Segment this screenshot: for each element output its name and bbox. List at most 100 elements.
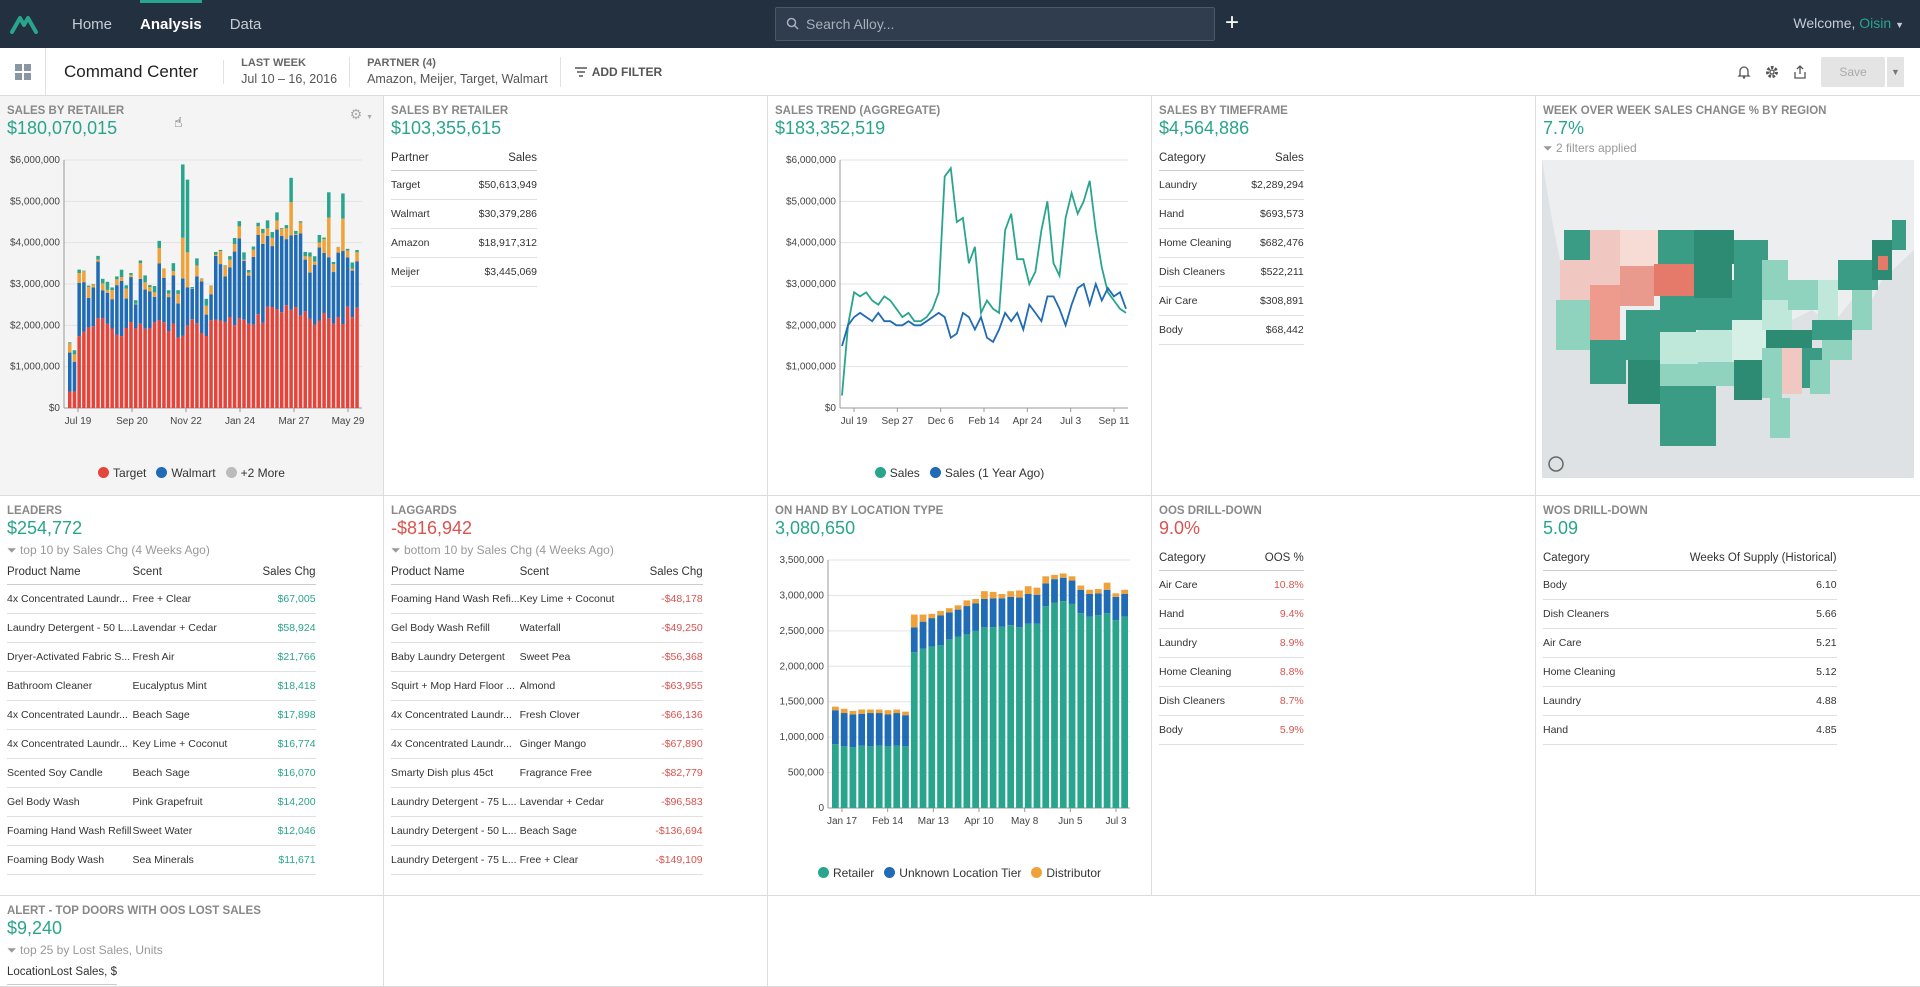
column-header[interactable]: Location — [7, 960, 51, 985]
nav-analysis[interactable]: Analysis — [140, 0, 202, 48]
table-row[interactable]: Squirt + Mop Hard Floor ... Almond -$63,95… — [391, 671, 703, 701]
panel-leaders[interactable]: LEADERS $254,772 ⏷ top 10 by Sales Chg (… — [0, 496, 384, 896]
table-row[interactable]: Home Cleaning 5.12 — [1543, 657, 1837, 687]
panel-settings-icon[interactable]: ⚙ ▼ — [349, 106, 373, 122]
column-header[interactable]: Category — [1159, 146, 1232, 171]
table-row[interactable]: Meijer $3,445,069 — [391, 257, 538, 287]
table-row[interactable]: Air Care 5.21 — [1543, 628, 1837, 658]
table-row[interactable]: Foaming Hand Wash Refill Sweet Water $12,0… — [7, 816, 316, 846]
alloy-logo[interactable] — [0, 0, 48, 48]
column-header[interactable]: Category — [1159, 546, 1232, 571]
table-row[interactable]: Laundry 8.9% — [1159, 628, 1304, 658]
legend-label: Unknown Location Tier — [899, 866, 1022, 880]
legend-item-retailer[interactable]: Retailer — [817, 866, 874, 880]
column-header[interactable]: OOS % — [1231, 546, 1304, 571]
bell-icon[interactable] — [1737, 65, 1751, 79]
column-header[interactable]: Lost Sales, $ — [50, 960, 117, 985]
panel-laggards[interactable]: LAGGARDS -$816,942 ⏷ bottom 10 by Sales … — [384, 496, 768, 896]
table-row[interactable]: Dish Cleaners $522,211 — [1159, 257, 1304, 287]
table-row[interactable]: Hand $693,573 — [1159, 199, 1304, 229]
panel-wos-drill-down[interactable]: WOS DRILL-DOWN 5.09 Category Weeks Of Su… — [1536, 496, 1920, 896]
table-row[interactable]: Hand 9.4% — [1159, 599, 1304, 629]
table-cell: $58,924 — [262, 613, 316, 643]
table-row[interactable]: 4x Concentrated Laundr... Ginger Mango -$6… — [391, 729, 703, 759]
table-row[interactable]: Dish Cleaners 8.7% — [1159, 686, 1304, 716]
search-input[interactable]: Search Alloy... — [775, 7, 1215, 41]
user-menu[interactable]: Welcome, Oisin ▼ — [1793, 15, 1904, 31]
panel-sales-by-retailer-table[interactable]: SALES BY RETAILER $103,355,615 Partner S… — [384, 96, 768, 496]
nav-data[interactable]: Data — [229, 15, 262, 33]
dashboard-title[interactable]: Command Center — [46, 59, 225, 84]
table-row[interactable]: Bathroom Cleaner Eucalyptus Mint $18,418 — [7, 671, 316, 701]
table-row[interactable]: 4x Concentrated Laundr... Free + Clear $67… — [7, 584, 316, 614]
column-header[interactable]: Sales — [1231, 146, 1304, 171]
legend-item-unknown-tier[interactable]: Unknown Location Tier — [884, 866, 1021, 880]
column-header[interactable]: Sales Chg — [649, 560, 703, 585]
legend-item-target[interactable]: Target — [98, 466, 146, 480]
table-row[interactable]: Foaming Body Wash Sea Minerals $11,671 — [7, 845, 316, 875]
panel-on-hand[interactable]: ON HAND BY LOCATION TYPE 3,080,650 3,500… — [768, 496, 1152, 896]
table-row[interactable]: Target $50,613,949 — [391, 170, 538, 200]
table-row[interactable]: Home Cleaning $682,476 — [1159, 228, 1304, 258]
region-map[interactable] — [1542, 160, 1914, 478]
table-row[interactable]: Home Cleaning 8.8% — [1159, 657, 1304, 687]
bar-segment — [963, 606, 971, 635]
table-row[interactable]: Smarty Dish plus 45ct Fragrance Free -$82,… — [391, 758, 703, 788]
column-header[interactable]: Partner — [391, 146, 479, 171]
column-header[interactable]: Weeks Of Supply (Historical) — [1689, 546, 1837, 571]
table-row[interactable]: Laundry 4.88 — [1543, 686, 1837, 716]
panel-sales-by-retailer-chart[interactable]: SALES BY RETAILER $180,070,015 ⚙ ▼ ☝ $6,… — [0, 96, 384, 496]
panel-alert-oos-lost-sales[interactable]: ALERT - TOP DOORS WITH OOS LOST SALES $9… — [0, 896, 384, 987]
share-icon[interactable] — [1793, 65, 1807, 79]
column-header[interactable]: Sales Chg — [262, 560, 316, 585]
table-row[interactable]: Laundry Detergent - 50 L... Beach Sage -$1… — [391, 816, 703, 846]
table-row[interactable]: Scented Soy Candle Beach Sage $16,070 — [7, 758, 316, 788]
column-header[interactable]: Category — [1543, 546, 1690, 571]
gear-icon[interactable] — [1765, 65, 1779, 79]
column-header[interactable]: Scent — [519, 560, 650, 585]
add-filter-button[interactable]: ADD FILTER — [574, 65, 662, 79]
column-header[interactable]: Product Name — [7, 560, 133, 585]
panel-sales-trend[interactable]: SALES TREND (AGGREGATE) $183,352,519 $6,… — [768, 96, 1152, 496]
legend-item-sales-year-ago[interactable]: Sales (1 Year Ago) — [929, 466, 1044, 480]
table-row[interactable]: Amazon $18,917,312 — [391, 228, 538, 258]
legend-item-distributor[interactable]: Distributor — [1031, 866, 1101, 880]
table-row[interactable]: Body $68,442 — [1159, 315, 1304, 345]
table-row[interactable]: Baby Laundry Detergent Sweet Pea -$56,368 — [391, 642, 703, 672]
table-row[interactable]: Body 5.9% — [1159, 715, 1304, 745]
legend-item-sales[interactable]: Sales — [874, 466, 920, 480]
bar-segment — [341, 218, 345, 252]
table-row[interactable]: 4x Concentrated Laundr... Key Lime + Coco… — [7, 729, 316, 759]
save-button[interactable]: Save — [1821, 57, 1885, 87]
nav-home[interactable]: Home — [72, 15, 113, 33]
table-row[interactable]: Air Care $308,891 — [1159, 286, 1304, 316]
table-row[interactable]: Hand 4.85 — [1543, 715, 1837, 745]
panel-sales-by-timeframe[interactable]: SALES BY TIMEFRAME $4,564,886 Category S… — [1152, 96, 1536, 496]
table-row[interactable]: Gel Body Wash Refill Waterfall -$49,250 — [391, 613, 703, 643]
panel-oos-drill-down[interactable]: OOS DRILL-DOWN 9.0% Category OOS % Air C… — [1152, 496, 1536, 896]
table-row[interactable]: 4x Concentrated Laundr... Beach Sage $17,8… — [7, 700, 316, 730]
table-row[interactable]: Laundry Detergent - 50 L... Lavendar + Ce… — [7, 613, 316, 643]
table-row[interactable]: Gel Body Wash Pink Grapefruit $14,200 — [7, 787, 316, 817]
table-row[interactable]: Walmart $30,379,286 — [391, 199, 538, 229]
table-row[interactable]: Laundry $2,289,294 — [1159, 170, 1304, 200]
column-header[interactable]: Product Name — [391, 560, 520, 585]
table-row[interactable]: Laundry Detergent - 75 L... Free + Clear -… — [391, 845, 703, 875]
legend-item-walmart[interactable]: Walmart — [156, 466, 216, 480]
table-row[interactable]: Dish Cleaners 5.66 — [1543, 599, 1837, 629]
table-row[interactable]: Air Care 10.8% — [1159, 570, 1304, 600]
table-row[interactable]: Foaming Hand Wash Refi... Key Lime + Coco… — [391, 584, 703, 614]
column-header[interactable]: Scent — [132, 560, 263, 585]
date-filter[interactable]: LAST WEEK Jul 10 – 16, 2016 — [224, 56, 351, 87]
panel-wow-region-map[interactable]: WEEK OVER WEEK SALES CHANGE % BY REGION … — [1536, 96, 1920, 496]
column-header[interactable]: Sales — [478, 146, 538, 171]
table-row[interactable]: Body 6.10 — [1543, 570, 1837, 600]
table-row[interactable]: Laundry Detergent - 75 L... Lavendar + Ce… — [391, 787, 703, 817]
legend-item-more[interactable]: +2 More — [225, 466, 285, 480]
partner-filter[interactable]: PARTNER (4) Amazon, Meijer, Target, Walm… — [350, 56, 561, 87]
table-row[interactable]: Dryer-Activated Fabric S... Fresh Air $21,… — [7, 642, 316, 672]
dashboard-grid-icon[interactable] — [0, 47, 46, 96]
table-row[interactable]: 4x Concentrated Laundr... Fresh Clover -$6… — [391, 700, 703, 730]
add-icon[interactable]: + — [1225, 9, 1240, 36]
save-dropdown-button[interactable]: ▼ — [1886, 57, 1904, 87]
